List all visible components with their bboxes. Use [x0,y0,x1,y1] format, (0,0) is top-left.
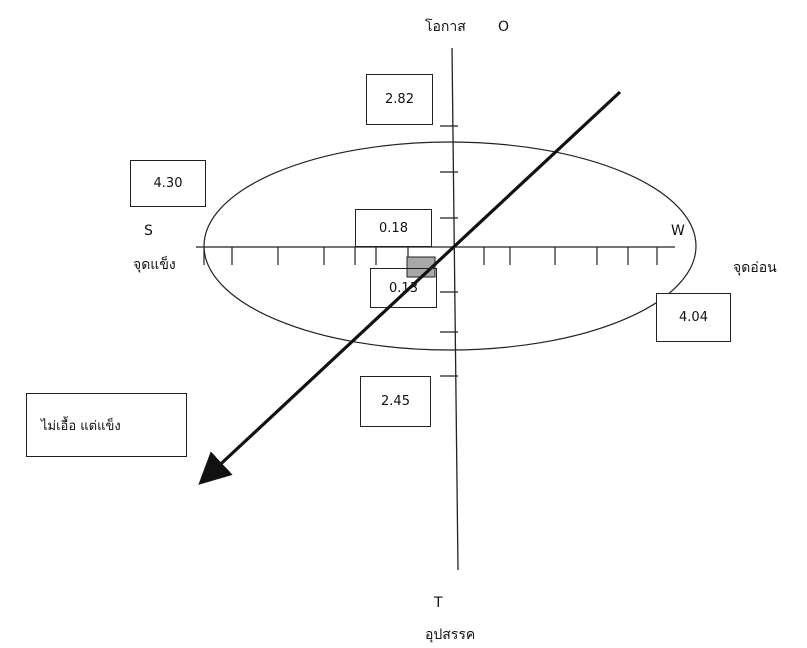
right-label-en: W [671,223,685,239]
weakness-score-box: 4.04 [656,293,731,342]
left-label-en: S [144,223,153,239]
left-label-th: จุดแข็ง [133,257,176,273]
top-label-th: โอกาส [425,19,466,35]
bottom-label-th: อุปสรรค [425,627,476,643]
swot-ellipse [203,141,697,351]
strategy-arrow [198,90,622,485]
strategy-label-box: ไม่เอื้อ แต่แข็ง [26,393,187,457]
strength-score-box: 4.30 [130,160,206,207]
threat-score-box: 2.45 [360,376,431,427]
vertical-ticks [440,125,458,377]
inner-top-score-box: 0.18 [355,209,432,247]
inner-bottom-score-box: 0.13 [370,268,437,308]
right-label-th: จุดอ่อน [733,260,777,276]
top-label-en: O [498,19,510,35]
vertical-axis [451,47,459,571]
bottom-label-en: T [434,595,443,611]
opportunity-score-box: 2.82 [366,74,433,125]
